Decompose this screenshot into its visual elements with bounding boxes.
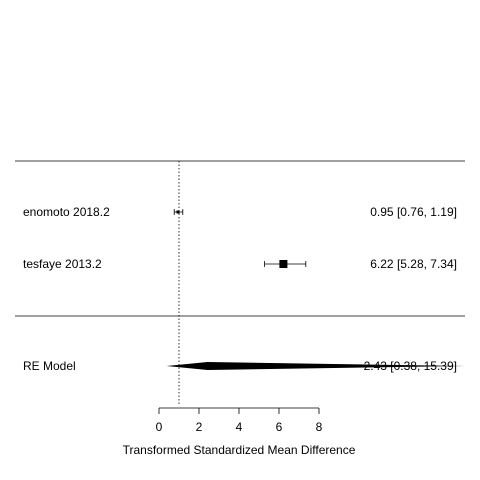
summary-diamond (166, 362, 465, 370)
study-label: enomoto 2018.2 (23, 205, 110, 219)
study-ci-text: 6.22 [5.28, 7.34] (370, 257, 457, 271)
x-tick-label: 4 (236, 420, 243, 434)
study-ci-text: 0.95 [0.76, 1.19] (370, 205, 457, 219)
study-row: enomoto 2018.2 0.95 [0.76, 1.19] (23, 205, 457, 219)
x-tick-label: 2 (196, 420, 203, 434)
study-point (279, 260, 288, 268)
x-tick-label: 0 (156, 420, 163, 434)
study-label: tesfaye 2013.2 (23, 257, 102, 271)
summary-row: RE Model 2.43 [0.38, 15.39] (23, 359, 465, 373)
summary-label: RE Model (23, 359, 76, 373)
x-tick-label: 6 (276, 420, 283, 434)
x-tick-label: 8 (316, 420, 323, 434)
x-axis: 0 2 4 6 8 Transformed Standardized Mean Diff… (123, 407, 356, 457)
summary-ci-text: 2.43 [0.38, 15.39] (364, 359, 457, 373)
study-row: tesfaye 2013.2 6.22 [5.28, 7.34] (23, 257, 457, 271)
study-point (176, 210, 180, 214)
x-axis-label: Transformed Standardized Mean Difference (123, 443, 356, 457)
